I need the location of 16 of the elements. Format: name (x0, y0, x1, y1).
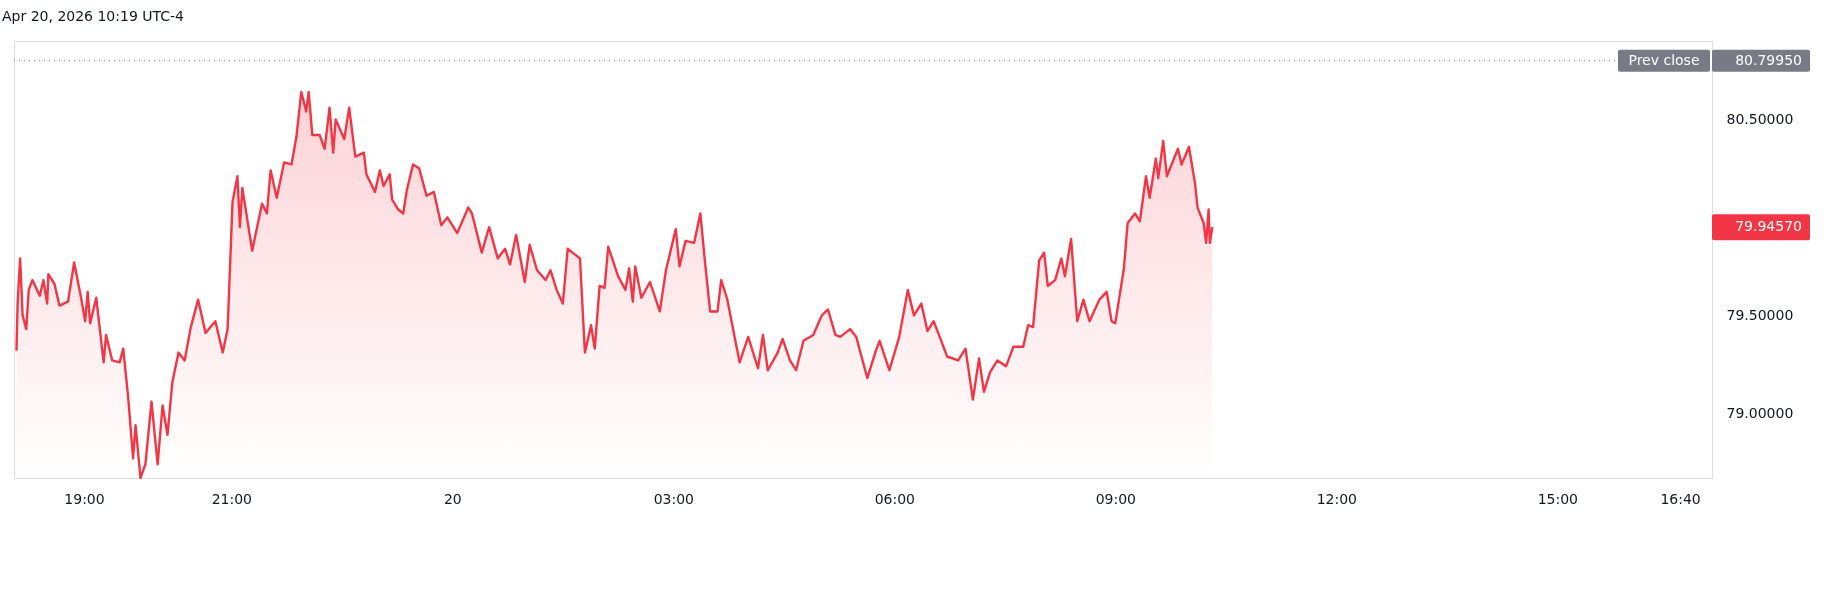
text: 80.79950 (1735, 51, 1802, 68)
y-tick-label: 79.50000 (1726, 306, 1794, 323)
x-tick-label: 19:00 (64, 490, 105, 507)
x-tick-label: 03:00 (653, 490, 694, 507)
x-tick-label: 21:00 (211, 490, 252, 507)
x-tick-label: 09:00 (1095, 490, 1136, 507)
y-tick-label: 79.00000 (1726, 404, 1794, 421)
x-tick-label: 15:00 (1537, 490, 1578, 507)
x-tick-label: 16:40 (1660, 490, 1701, 507)
chart-title: Apr 20, 2026 10:19 UTC-4 (2, 8, 185, 24)
y-tick-label: 80.50000 (1726, 110, 1794, 127)
text: 79.94570 (1735, 218, 1802, 235)
ref-line-label: Prev close (1628, 51, 1700, 68)
x-tick-label: 20 (443, 490, 462, 507)
x-tick-label: 12:00 (1316, 490, 1357, 507)
x-tick-label: 06:00 (874, 490, 915, 507)
